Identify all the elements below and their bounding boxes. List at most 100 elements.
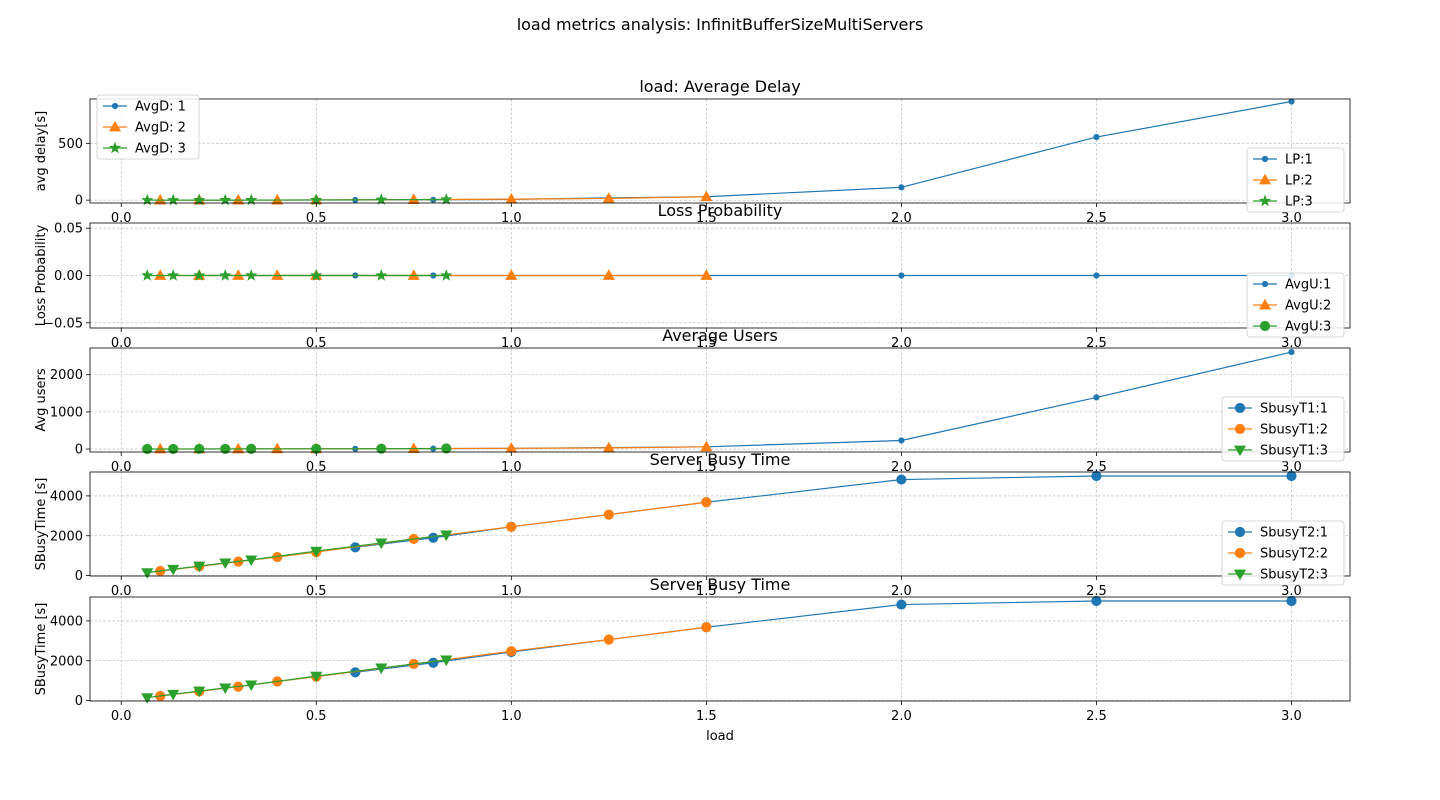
x-tick-label: 1.5 bbox=[696, 211, 717, 226]
data-point bbox=[602, 192, 615, 203]
y-tick-label: 1000 bbox=[50, 405, 83, 420]
data-point bbox=[1288, 98, 1295, 105]
data-point bbox=[167, 269, 180, 281]
x-tick-label: 3.0 bbox=[1281, 584, 1302, 599]
legend-label: SbusyT2:2 bbox=[1260, 547, 1328, 562]
legend-marker bbox=[108, 120, 122, 132]
data-point bbox=[375, 193, 388, 205]
data-point bbox=[271, 193, 284, 205]
legend-box bbox=[96, 94, 200, 160]
data-point bbox=[1286, 595, 1297, 607]
x-tick-label: 2.5 bbox=[1086, 336, 1107, 351]
subplot-3: 0.0 0.5 1.0 1.5 2.0 2.5 3.0 0 1000 2000 Average Us… bbox=[34, 326, 1351, 475]
legend-label: SbusyT1:2 bbox=[1260, 423, 1328, 438]
data-point bbox=[505, 269, 518, 280]
legend-marker bbox=[1258, 173, 1272, 185]
data-point bbox=[375, 538, 388, 550]
series-3 bbox=[141, 269, 453, 281]
x-tick-label: 1.0 bbox=[501, 460, 522, 475]
data-point bbox=[310, 193, 323, 206]
x-tick-label: 2.0 bbox=[891, 460, 912, 475]
x-tick-label: 1.0 bbox=[501, 211, 522, 226]
axes-frame bbox=[89, 471, 1351, 577]
x-tick-label: 1.5 bbox=[696, 709, 717, 724]
data-point bbox=[440, 193, 453, 205]
data-point bbox=[506, 521, 517, 532]
legend: AvgU:1 AvgU:2 AvgU:3 bbox=[1246, 272, 1345, 338]
legend-box bbox=[1246, 272, 1345, 338]
x-tick-label: 2.0 bbox=[891, 211, 912, 226]
data-point bbox=[1288, 348, 1295, 356]
data-point bbox=[219, 558, 232, 570]
x-tick-label: 0.5 bbox=[306, 460, 327, 475]
data-point bbox=[896, 599, 907, 610]
data-point bbox=[193, 269, 206, 281]
x-tick-label: 2.0 bbox=[891, 336, 912, 351]
x-tick-label: 0.5 bbox=[306, 709, 327, 724]
y-tick-label: 0.00 bbox=[54, 269, 83, 284]
legend-label: LP:2 bbox=[1285, 174, 1313, 189]
data-point bbox=[310, 671, 323, 683]
data-point bbox=[167, 689, 180, 701]
y-axis-label: Loss Probability bbox=[34, 225, 49, 327]
data-point bbox=[407, 269, 420, 280]
series-line bbox=[147, 659, 447, 699]
data-point bbox=[1286, 470, 1297, 482]
data-point bbox=[310, 546, 323, 558]
data-point bbox=[141, 269, 154, 281]
subplot-title: load: Average Delay bbox=[639, 77, 800, 96]
x-axis-label: load bbox=[706, 729, 734, 744]
x-tick-label: 0.0 bbox=[111, 709, 132, 724]
data-point bbox=[245, 269, 258, 281]
data-point bbox=[219, 193, 232, 206]
data-point bbox=[245, 555, 258, 567]
series-3 bbox=[142, 443, 452, 455]
data-point bbox=[376, 443, 387, 454]
data-point bbox=[142, 443, 153, 455]
data-point bbox=[440, 269, 453, 281]
data-point bbox=[896, 474, 907, 485]
data-point bbox=[441, 443, 452, 454]
data-point bbox=[246, 443, 257, 454]
legend-marker bbox=[1233, 569, 1247, 581]
data-point bbox=[219, 683, 232, 695]
y-axis-label: SBusyTime [s] bbox=[34, 603, 49, 696]
x-tick-label: 0.0 bbox=[111, 336, 132, 351]
data-point bbox=[700, 190, 713, 202]
data-point bbox=[1091, 470, 1102, 482]
data-point bbox=[154, 193, 167, 205]
subplot-5: 0.0 0.5 1.0 1.5 2.0 2.5 3.0 0 2000 4000 Server Bus… bbox=[34, 575, 1351, 724]
data-point bbox=[506, 646, 517, 657]
legend-label: AvgD: 3 bbox=[135, 142, 186, 157]
legend-label: SbusyT2:3 bbox=[1260, 568, 1328, 583]
x-tick-label: 1.5 bbox=[696, 336, 717, 351]
data-point bbox=[428, 657, 439, 668]
y-tick-label: 500 bbox=[58, 137, 83, 152]
legend-label: AvgD: 2 bbox=[135, 121, 186, 136]
data-point bbox=[141, 693, 154, 704]
data-point bbox=[193, 686, 206, 698]
data-point bbox=[602, 269, 615, 280]
y-tick-label: −0.05 bbox=[43, 316, 83, 331]
data-point bbox=[1093, 133, 1100, 141]
data-point bbox=[232, 442, 245, 454]
legend-marker bbox=[1258, 194, 1272, 207]
x-tick-label: 1.5 bbox=[696, 460, 717, 475]
data-point bbox=[271, 442, 284, 454]
legend-label: LP:3 bbox=[1285, 195, 1313, 210]
data-point bbox=[141, 193, 154, 206]
data-point bbox=[167, 564, 180, 576]
legend-marker bbox=[1261, 280, 1269, 288]
subplot-1: 0.0 0.5 1.0 1.5 2.0 2.5 3.0 0 500 load: Average D… bbox=[34, 77, 1351, 226]
legend-label: SbusyT2:1 bbox=[1260, 526, 1328, 541]
legend-label: AvgU:3 bbox=[1285, 320, 1331, 335]
legend-label: LP:1 bbox=[1285, 153, 1313, 168]
legend-label: AvgU:1 bbox=[1285, 278, 1331, 293]
x-tick-label: 2.5 bbox=[1086, 709, 1107, 724]
legend-box bbox=[1221, 396, 1345, 462]
x-tick-label: 0.0 bbox=[111, 584, 132, 599]
y-tick-label: 0 bbox=[75, 443, 83, 458]
legend-label: SbusyT1:1 bbox=[1260, 402, 1328, 417]
data-point bbox=[1091, 595, 1102, 607]
legend-marker bbox=[1234, 423, 1246, 435]
